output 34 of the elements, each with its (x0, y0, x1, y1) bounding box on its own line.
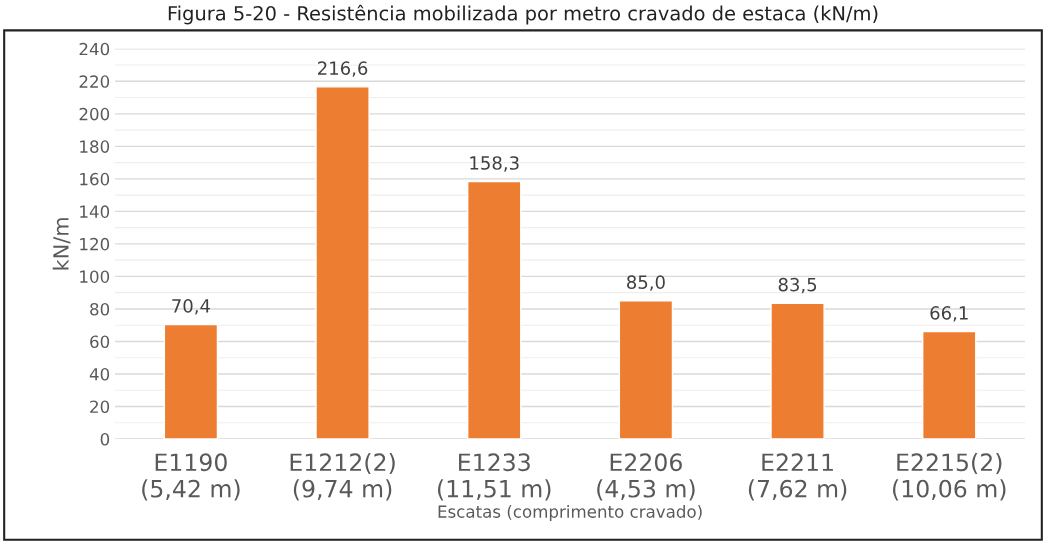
data-label: 70,4 (172, 299, 210, 315)
chart-title: Figura 5-20 - Resistência mobilizada por metro cravado de estaca (kN/m) (168, 4, 878, 25)
bar (466, 180, 522, 440)
data-label: 83,5 (778, 277, 817, 294)
bar (163, 323, 219, 440)
y-axis-title: kN/m (52, 218, 71, 270)
data-label: 66,1 (930, 306, 968, 322)
x-tick-label: E1212(2) (9,74 m) (290, 452, 395, 501)
bar (770, 302, 825, 440)
y-tick-label: 20 (90, 400, 110, 414)
x-tick-label: E2211 (7,62 m) (748, 453, 847, 501)
bar (315, 86, 370, 440)
y-tick-label: 80 (90, 302, 110, 316)
x-tick-label: E1233 (11,51 m) (438, 453, 551, 501)
y-tick-label: 220 (79, 75, 110, 88)
y-tick-label: 200 (79, 107, 110, 121)
x-axis-title: Escatas (comprimento cravado) (438, 504, 702, 522)
y-tick-label: 160 (80, 172, 110, 186)
y-tick-label: 180 (80, 140, 110, 153)
bar (618, 300, 674, 440)
x-tick-label: E2206 (4,53 m) (597, 453, 695, 501)
data-label: 158,3 (470, 156, 519, 172)
data-label: 85,0 (627, 275, 665, 291)
y-tick-label: 100 (80, 270, 110, 283)
x-tick-label: E1190 (5,42 m) (142, 453, 240, 501)
y-tick-label: 0 (100, 432, 110, 446)
y-tick-label: 60 (90, 335, 110, 349)
y-tick-label: 240 (79, 42, 110, 56)
y-tick-label: 40 (89, 367, 110, 381)
x-tick-label: E2215(2) (10,06 m) (893, 452, 1006, 501)
y-tick-label: 140 (80, 205, 110, 218)
data-label: 216,6 (318, 61, 368, 77)
bar (922, 330, 977, 440)
y-tick-label: 120 (80, 237, 110, 251)
